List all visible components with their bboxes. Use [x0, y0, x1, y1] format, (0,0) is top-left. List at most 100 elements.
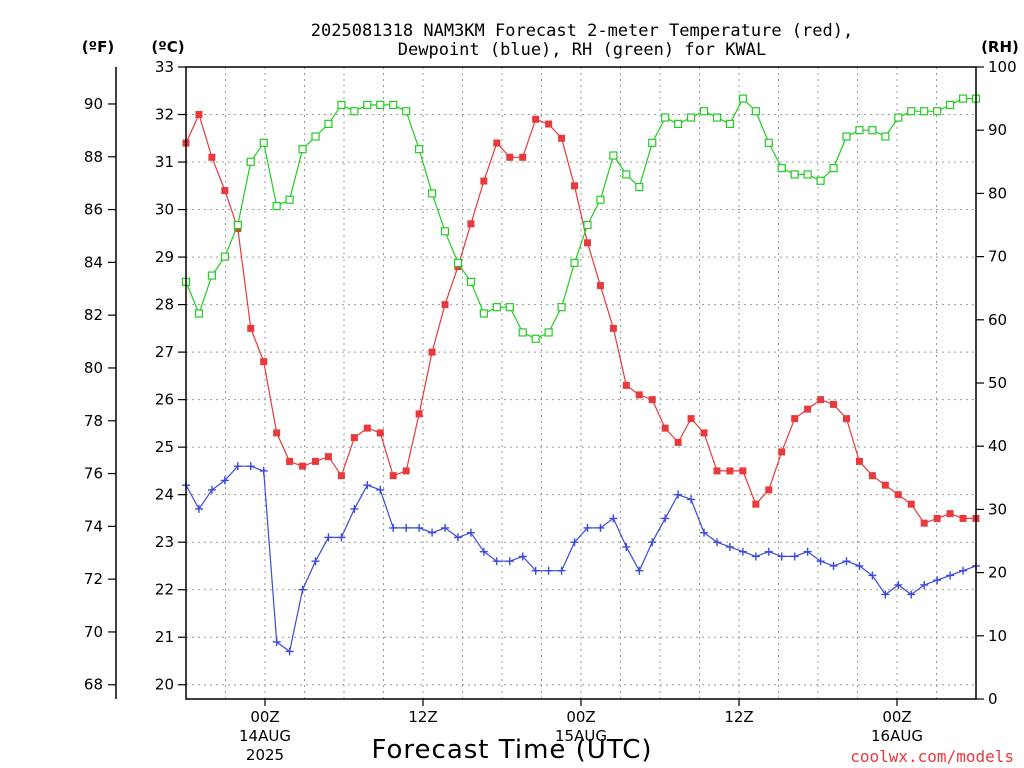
data-point [505, 303, 514, 312]
celsius-tick-label: 27 [155, 343, 174, 361]
data-point [273, 429, 281, 437]
data-point [609, 324, 617, 332]
data-point [674, 119, 683, 128]
data-point [492, 557, 501, 566]
x-tick-label: 00Z [566, 708, 595, 726]
data-point [493, 139, 501, 147]
data-point [570, 538, 579, 547]
data-point [207, 485, 216, 494]
data-point [233, 462, 242, 471]
data-point [441, 523, 450, 532]
plot-frame [185, 66, 977, 700]
data-point [777, 552, 786, 561]
data-point [609, 151, 618, 160]
data-point [907, 590, 916, 599]
fahrenheit-tick-label: 80 [84, 359, 103, 377]
data-point [648, 138, 657, 147]
data-point [220, 476, 229, 485]
fahrenheit-unit-label: (ºF) [82, 38, 114, 56]
x-tick-label: 12Z [724, 708, 753, 726]
data-point [868, 571, 877, 580]
data-point [700, 528, 709, 537]
rh-tick-label: 0 [988, 690, 998, 708]
data-point [958, 94, 968, 103]
data-point [609, 514, 618, 523]
celsius-tick-label: 23 [155, 533, 174, 551]
data-point [324, 533, 333, 542]
data-point [868, 472, 876, 480]
data-point [920, 580, 929, 589]
data-point [350, 434, 358, 442]
data-point [855, 561, 864, 570]
data-point [674, 490, 683, 499]
data-point [817, 396, 825, 404]
data-point [920, 107, 929, 116]
data-point [583, 239, 591, 247]
data-point [881, 481, 889, 489]
rh-tick-label: 40 [988, 437, 1007, 455]
data-point [466, 277, 476, 286]
data-point [881, 590, 890, 599]
data-point [402, 523, 411, 532]
data-point [661, 514, 670, 523]
rh-tick-label: 50 [988, 374, 1007, 392]
x-tick-label: 00Z [250, 708, 279, 726]
data-point [506, 153, 514, 161]
data-point [298, 585, 307, 594]
rh-tick-label: 80 [988, 184, 1007, 202]
celsius-tick-label: 22 [155, 581, 174, 599]
data-point [635, 182, 644, 192]
data-point [246, 157, 255, 166]
data-point [842, 132, 851, 141]
data-point [208, 153, 216, 161]
data-point [272, 637, 281, 646]
data-point [829, 561, 838, 570]
rh-tick-label: 20 [988, 564, 1007, 582]
data-point [674, 438, 682, 446]
fahrenheit-tick-label: 74 [84, 517, 103, 535]
data-point [311, 557, 320, 566]
data-point [842, 415, 850, 423]
data-point [479, 309, 488, 318]
fahrenheit-tick-label: 72 [84, 570, 103, 588]
data-point [959, 514, 967, 522]
celsius-tick-label: 28 [155, 296, 174, 314]
fahrenheit-tick-label: 76 [84, 465, 103, 483]
data-point [519, 153, 527, 161]
data-point [299, 462, 307, 470]
data-point [946, 510, 954, 518]
chart-title-line-1: 2025081318 NAM3KM Forecast 2-meter Tempe… [311, 21, 853, 41]
data-point [700, 429, 708, 437]
celsius-tick-label: 26 [155, 391, 174, 409]
data-point [221, 187, 229, 195]
data-point [415, 410, 423, 418]
data-point [855, 126, 864, 135]
fahrenheit-tick-label: 68 [84, 676, 103, 694]
data-point [220, 252, 229, 261]
data-point [622, 170, 631, 179]
data-point [492, 303, 501, 312]
data-point [376, 485, 385, 494]
data-point [583, 523, 592, 532]
data-point [246, 462, 255, 471]
data-point [466, 528, 475, 537]
celsius-tick-label: 31 [155, 153, 174, 171]
data-point [687, 495, 696, 504]
data-point [894, 580, 903, 589]
data-point [571, 182, 579, 190]
data-point [285, 195, 294, 204]
data-point [816, 557, 825, 566]
fahrenheit-tick-label: 86 [84, 201, 103, 219]
data-point [907, 107, 916, 116]
data-point [596, 282, 604, 290]
data-point [945, 100, 955, 110]
fahrenheit-tick-label: 84 [84, 253, 103, 271]
data-point [479, 547, 488, 556]
data-point [363, 424, 371, 432]
celsius-tick-label: 33 [155, 58, 174, 76]
data-point [415, 145, 424, 154]
data-point [946, 571, 955, 580]
data-point [686, 113, 696, 122]
data-point [726, 467, 734, 475]
